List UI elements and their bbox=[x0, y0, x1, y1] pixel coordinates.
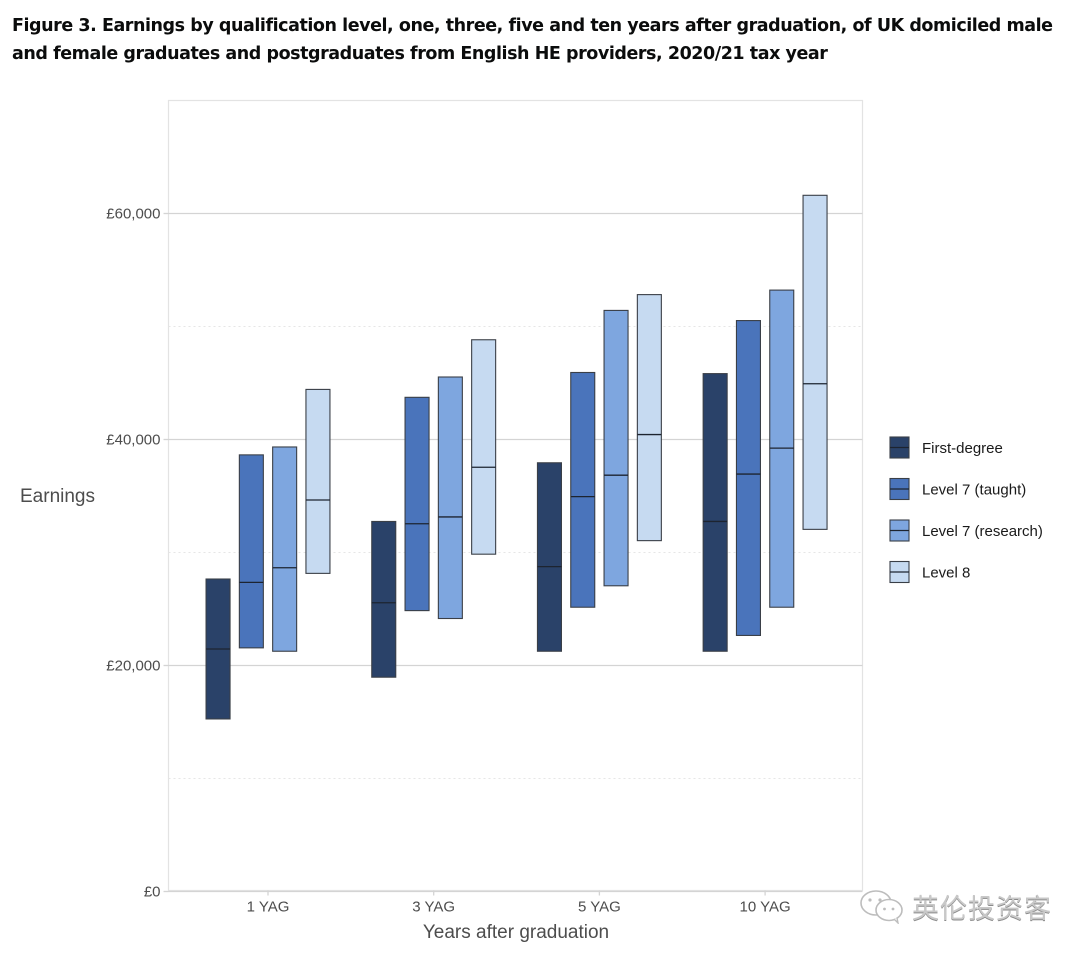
y-axis-title: Earnings bbox=[20, 486, 95, 507]
iqr-box bbox=[437, 376, 463, 620]
x-tick-label: 3 YAG bbox=[412, 899, 455, 916]
watermark-text: 英伦投资客 bbox=[912, 893, 1052, 925]
y-tick-label: £20,000 bbox=[106, 658, 160, 675]
box-level-7-research-3-yag bbox=[437, 376, 463, 620]
box-level-7-research-5-yag bbox=[603, 309, 629, 587]
y-axis: £0 £20,000 £40,000 £60,000 bbox=[106, 206, 169, 901]
legend-label: Level 7 (taught) bbox=[922, 482, 1026, 499]
box-level-7-taught-10-yag bbox=[735, 320, 762, 636]
box-first-degree-5-yag bbox=[536, 462, 563, 652]
x-tick-label: 10 YAG bbox=[740, 899, 791, 916]
box-first-degree-1-yag bbox=[205, 578, 231, 720]
box-level-8-3-yag bbox=[471, 339, 497, 555]
iqr-box bbox=[636, 294, 662, 542]
figure-title: Figure 3. Earnings by qualification leve… bbox=[12, 16, 1053, 64]
x-axis-title: Years after graduation bbox=[423, 922, 609, 943]
iqr-box bbox=[702, 373, 728, 652]
y-tick-label: £0 bbox=[144, 884, 161, 901]
iqr-box bbox=[305, 388, 331, 574]
box-level-7-research-1-yag bbox=[272, 446, 298, 652]
box-series bbox=[205, 194, 828, 720]
box-level-7-taught-5-yag bbox=[570, 371, 596, 608]
watermark: 英伦投资客 bbox=[858, 886, 1052, 926]
box-level-8-1-yag bbox=[305, 388, 331, 574]
box-level-7-taught-3-yag bbox=[404, 396, 430, 612]
box-level-8-5-yag bbox=[636, 294, 662, 542]
legend-label: Level 8 bbox=[922, 565, 970, 582]
legend-item: Level 7 (taught) bbox=[889, 477, 1026, 501]
legend-item: Level 7 (research) bbox=[889, 519, 1043, 542]
x-axis: 1 YAG 3 YAG 5 YAG 10 YAG bbox=[247, 890, 791, 916]
iqr-box bbox=[404, 396, 430, 612]
legend-label: First-degree bbox=[922, 440, 1003, 457]
legend-label: Level 7 (research) bbox=[922, 523, 1043, 540]
box-level-8-10-yag bbox=[802, 194, 828, 530]
iqr-box bbox=[471, 339, 497, 555]
x-tick-label: 5 YAG bbox=[578, 899, 621, 916]
y-tick-label: £40,000 bbox=[106, 432, 160, 449]
iqr-box bbox=[371, 520, 397, 678]
legend: First-degree Level 7 (taught) Level 7 (res… bbox=[889, 436, 1043, 584]
box-level-7-taught-1-yag bbox=[238, 454, 264, 649]
box-first-degree-10-yag bbox=[702, 373, 728, 652]
box-level-7-research-10-yag bbox=[769, 289, 795, 608]
iqr-box bbox=[272, 446, 298, 652]
x-tick-label: 1 YAG bbox=[247, 899, 290, 916]
iqr-box bbox=[735, 320, 762, 636]
iqr-box bbox=[570, 371, 596, 608]
iqr-box bbox=[603, 309, 629, 587]
iqr-box bbox=[238, 454, 264, 649]
wechat-icon bbox=[860, 890, 903, 924]
iqr-box bbox=[802, 194, 828, 530]
legend-item: First-degree bbox=[889, 436, 1003, 459]
iqr-box bbox=[536, 462, 563, 652]
y-tick-label: £60,000 bbox=[106, 206, 160, 223]
box-first-degree-3-yag bbox=[371, 520, 397, 678]
legend-item: Level 8 bbox=[889, 560, 970, 584]
